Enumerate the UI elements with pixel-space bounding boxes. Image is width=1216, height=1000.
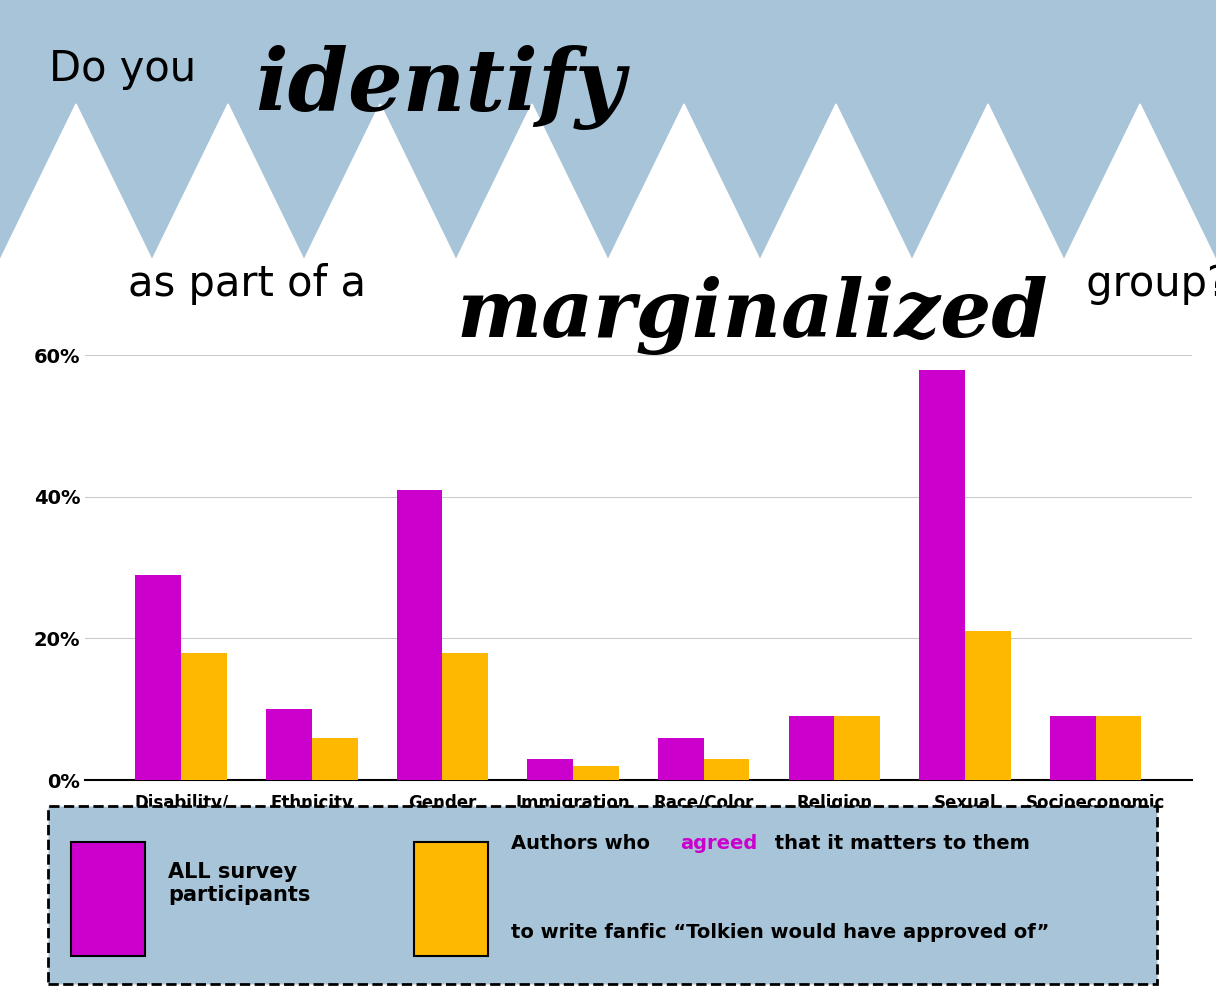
Polygon shape [0, 104, 1216, 260]
Bar [919, 370, 966, 780]
Text: ALL survey
participants: ALL survey participants [168, 862, 310, 905]
Text: Do you: Do you [49, 48, 209, 90]
Bar [413, 842, 488, 956]
Bar [528, 759, 573, 780]
Text: group?: group? [1073, 263, 1216, 305]
Bar [834, 716, 880, 780]
Bar [658, 738, 704, 780]
Bar [396, 490, 443, 780]
Bar [789, 716, 834, 780]
Text: Authors who: Authors who [511, 834, 657, 853]
Bar [266, 709, 311, 780]
Bar [443, 653, 488, 780]
Bar [181, 653, 227, 780]
Bar [311, 738, 358, 780]
Bar [71, 842, 145, 956]
Text: identify: identify [255, 45, 625, 130]
Text: that it matters to them: that it matters to them [769, 834, 1030, 853]
Text: marginalized: marginalized [456, 276, 1048, 355]
Bar [704, 759, 749, 780]
Bar [1096, 716, 1142, 780]
Text: as part of a: as part of a [128, 263, 379, 305]
Bar [573, 766, 619, 780]
Bar [1049, 716, 1096, 780]
Bar [135, 575, 181, 780]
Text: to write fanfic “Tolkien would have approved of”: to write fanfic “Tolkien would have appr… [511, 924, 1049, 942]
Bar [966, 631, 1010, 780]
Text: agreed: agreed [680, 834, 758, 853]
